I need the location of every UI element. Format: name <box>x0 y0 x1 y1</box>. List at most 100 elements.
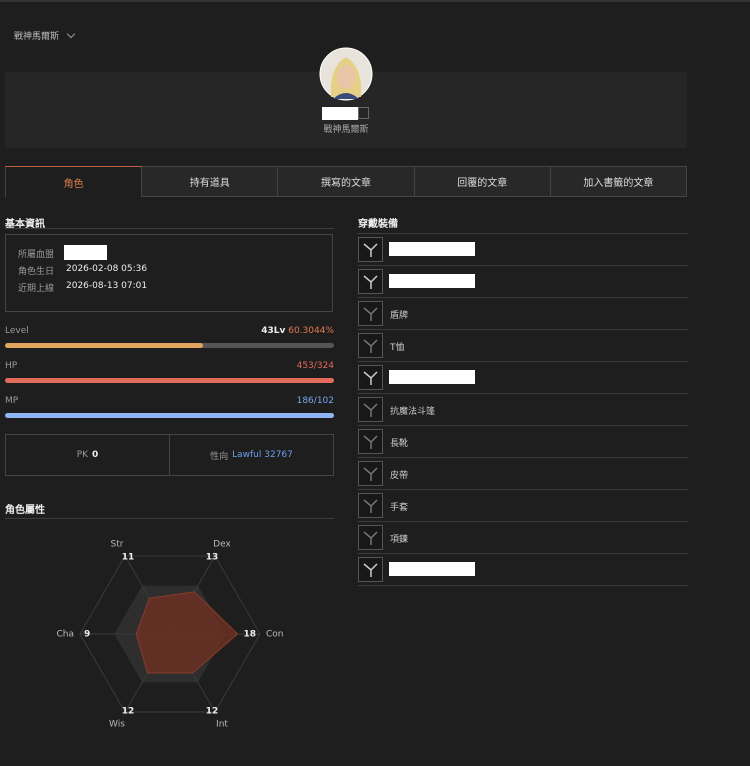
tab[interactable]: 角色 <box>5 166 143 197</box>
item-icon <box>358 333 383 358</box>
redacted-item <box>389 562 475 576</box>
hp-value: 453/324 <box>296 361 334 371</box>
level-label: Level <box>5 326 29 336</box>
alignment-label: 性向 <box>210 451 229 462</box>
level: 43Lv <box>261 326 286 336</box>
item-name: 項鍊 <box>390 535 409 545</box>
equipment-row <box>358 362 688 394</box>
server-name: 戰神馬爾斯 <box>323 125 369 135</box>
equipment-row: 盾牌 <box>358 298 688 330</box>
item-glyph <box>363 499 378 513</box>
equipment-row: 皮帶 <box>358 458 688 490</box>
equipment-row <box>358 554 688 586</box>
hp-bar <box>5 378 334 383</box>
stat-value: 11 <box>122 553 135 563</box>
item-name: 盾牌 <box>390 311 409 321</box>
item-icon <box>358 237 383 262</box>
equipment-row: 項鍊 <box>358 522 688 554</box>
item-icon <box>358 429 383 454</box>
info-label: 近期上線 <box>18 284 55 294</box>
stat-name: Con <box>266 630 284 640</box>
divider <box>358 233 688 234</box>
section-title: 基本資訊 <box>5 219 45 230</box>
divider <box>5 518 334 519</box>
item-icon <box>358 269 383 294</box>
equipment-row: 長靴 <box>358 426 688 458</box>
stat-value: 12 <box>206 706 219 716</box>
redacted-item <box>389 274 475 288</box>
tab[interactable]: 撰寫的文章 <box>278 166 415 197</box>
redacted-item <box>389 370 475 384</box>
tab[interactable]: 持有道具 <box>142 166 279 197</box>
item-glyph <box>363 339 378 353</box>
item-glyph <box>363 563 378 577</box>
level-bar <box>5 343 204 348</box>
character-dropdown[interactable] <box>358 107 369 119</box>
item-icon <box>358 397 383 422</box>
item-glyph <box>363 435 378 449</box>
stat-name: Int <box>216 719 228 729</box>
info-box <box>5 234 333 312</box>
pk-value: 0 <box>92 450 99 460</box>
mp-value: 186/102 <box>296 396 334 406</box>
info-value: 2026-02-08 05:36 <box>66 264 148 274</box>
item-icon <box>358 493 383 518</box>
tab[interactable]: 回覆的文章 <box>414 166 551 197</box>
character-name-redacted <box>322 107 358 120</box>
redacted-value <box>64 245 107 260</box>
info-value: 2026-08-13 07:01 <box>66 281 148 291</box>
stat-name: Cha <box>56 630 74 640</box>
info-label: 角色生日 <box>18 267 55 277</box>
level-track <box>5 343 334 348</box>
alignment-cell: 性向 Lawful 32767 <box>169 435 333 475</box>
server-selector[interactable]: 戰神馬爾斯 <box>14 32 60 42</box>
mp-track <box>5 413 334 418</box>
mp-label: MP <box>5 396 19 406</box>
section-title: 角色屬性 <box>5 505 45 516</box>
item-icon <box>358 365 383 390</box>
mp-bar <box>5 413 334 418</box>
tab[interactable]: 加入書籤的文章 <box>550 166 688 197</box>
level-percent: 60.3044% <box>288 326 334 336</box>
item-name: 抗魔法斗篷 <box>390 407 436 417</box>
stat-name: Dex <box>213 540 231 550</box>
item-icon <box>358 525 383 550</box>
hp-label: HP <box>5 361 18 371</box>
divider <box>5 228 334 229</box>
stat-name: Wis <box>109 719 125 729</box>
item-name: 皮帶 <box>390 471 409 481</box>
stat-name: Str <box>111 540 124 550</box>
item-icon <box>358 557 383 582</box>
equipment-row: 抗魔法斗篷 <box>358 394 688 426</box>
chevron <box>66 29 76 39</box>
stat-value: 12 <box>122 706 135 716</box>
equipment-row: T恤 <box>358 330 688 362</box>
section-title: 穿戴裝備 <box>358 219 398 230</box>
stat-value: 13 <box>206 553 219 563</box>
stat-value: 18 <box>243 630 256 640</box>
item-icon <box>358 301 383 326</box>
item-name: T恤 <box>390 343 405 353</box>
pk-label: PK <box>76 450 89 460</box>
avatar <box>319 47 373 101</box>
tab-bar: 角色 持有道具 撰寫的文章 回覆的文章 加入書籤的文章 <box>5 166 688 197</box>
radar-chart: Str 11 Dex 13 Con 18 Int 12 Wis 12 Cha 9 <box>56 540 284 730</box>
item-glyph <box>363 467 378 481</box>
redacted-item <box>389 242 475 256</box>
item-glyph <box>363 403 378 417</box>
equipment-row <box>358 266 688 298</box>
item-glyph <box>363 371 378 385</box>
item-glyph <box>363 307 378 321</box>
stat-value: 9 <box>84 630 90 640</box>
item-glyph <box>363 243 378 257</box>
item-glyph <box>363 275 378 289</box>
level-value: 43Lv 60.3044% <box>261 326 334 336</box>
item-name: 手套 <box>390 503 409 513</box>
equipment-row: 手套 <box>358 490 688 522</box>
pk-cell: PK 0 <box>6 435 169 475</box>
item-name: 長靴 <box>390 439 409 449</box>
pk-box: PK 0 性向 Lawful 32767 <box>5 434 334 476</box>
item-icon <box>358 461 383 486</box>
hp-track <box>5 378 334 383</box>
